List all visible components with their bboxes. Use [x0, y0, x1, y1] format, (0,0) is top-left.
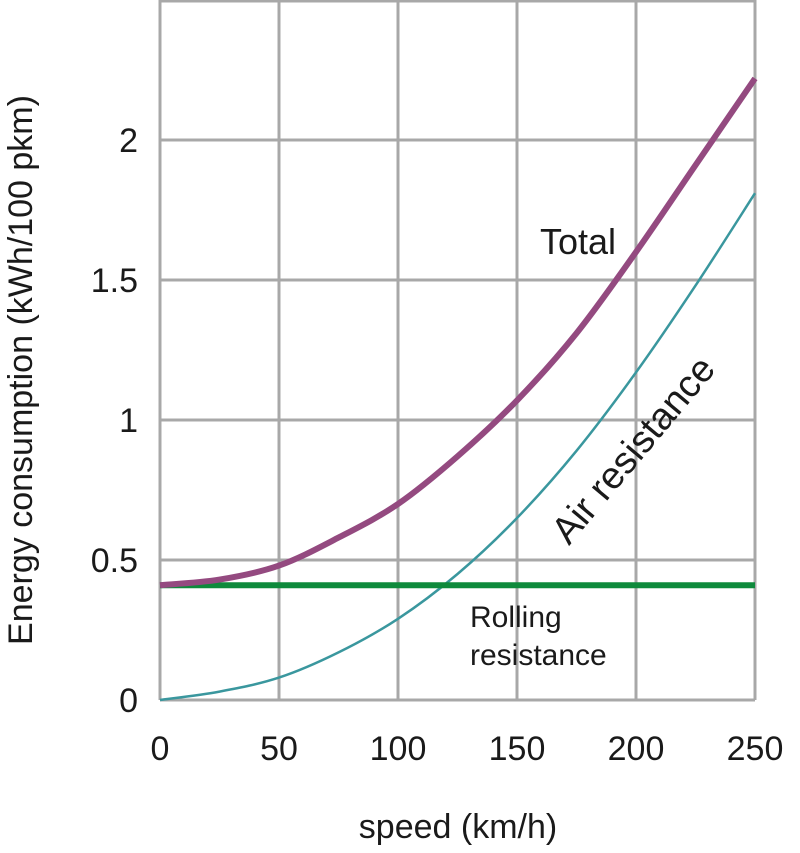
series-label-rolling-line2: resistance [470, 639, 607, 672]
x-tick-label: 0 [151, 730, 170, 768]
y-tick-label: 1.5 [91, 262, 138, 300]
grid [158, 0, 757, 702]
x-axis-label: speed (km/h) [359, 808, 557, 846]
y-tick-label: 1 [119, 402, 138, 440]
y-axis-label: Energy consumption (kWh/100 pkm) [2, 95, 40, 645]
series-label-rolling-resistance: Rolling resistance [470, 601, 607, 672]
series-label-rolling-line1: Rolling [470, 601, 562, 634]
x-tick-label: 250 [727, 730, 784, 768]
series-label-total: Total [540, 221, 616, 262]
series-label-air-resistance: Air resistance [544, 349, 724, 552]
y-tick-label: 0.5 [91, 542, 138, 580]
tick-labels: 0 50 100 150 200 250 0 0.5 1 1.5 2 [91, 122, 784, 768]
series-line-total [159, 76, 758, 589]
x-tick-label: 50 [260, 730, 298, 768]
x-tick-label: 100 [370, 730, 427, 768]
x-tick-label: 150 [489, 730, 546, 768]
x-tick-label: 200 [608, 730, 665, 768]
y-tick-label: 0 [119, 682, 138, 720]
y-tick-label: 2 [119, 122, 138, 160]
series-line-air-resistance [159, 192, 757, 702]
series-layer [159, 76, 758, 702]
